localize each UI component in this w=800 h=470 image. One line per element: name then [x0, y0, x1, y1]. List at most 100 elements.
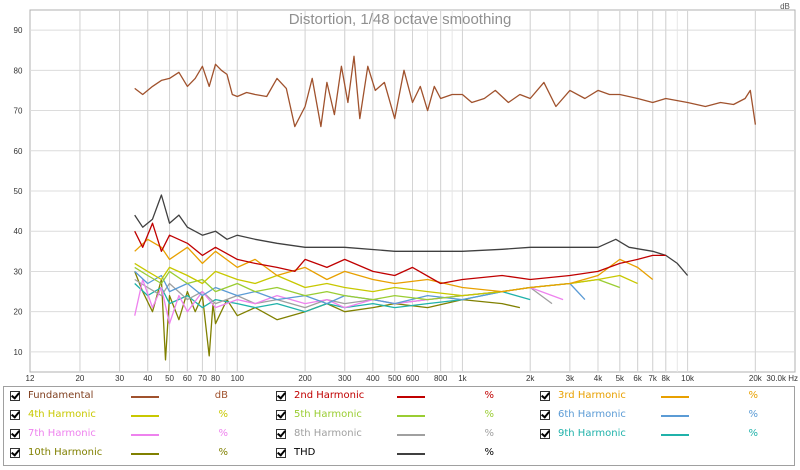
- y-tick-label: 70: [14, 107, 23, 116]
- x-tick-label: 20k: [749, 374, 763, 383]
- legend-checkbox-fundamental[interactable]: [10, 391, 20, 401]
- series-line-9th-harmonic: [134, 283, 531, 313]
- legend-unit: %: [484, 428, 494, 439]
- legend-unit: %: [218, 447, 228, 458]
- series-line-10th-harmonic: [134, 271, 521, 361]
- legend-item-9th-harmonic: 9th Harmonic%: [538, 427, 800, 445]
- x-tick-label: 800: [434, 374, 448, 383]
- legend-unit: %: [484, 447, 494, 458]
- x-tick-label: 30.0k Hz: [766, 374, 798, 383]
- legend-checkbox-4th-harmonic[interactable]: [10, 410, 20, 420]
- legend-item-2nd-harmonic: 2nd Harmonic%: [274, 389, 536, 407]
- y-axis-label: dB: [780, 2, 790, 11]
- legend-unit: %: [748, 409, 758, 420]
- y-tick-label: 50: [14, 187, 23, 196]
- legend-swatch: [131, 396, 159, 398]
- legend-label: 8th Harmonic: [294, 428, 362, 439]
- legend-label: Fundamental: [28, 390, 94, 401]
- legend-label: 7th Harmonic: [28, 428, 96, 439]
- y-tick-label: 80: [14, 66, 23, 75]
- legend: Fundamental dB 2nd Harmonic% 3rd Harmonic% 4…: [3, 386, 795, 466]
- series-lines: [134, 55, 757, 361]
- legend-unit: %: [218, 428, 228, 439]
- x-tick-label: 8k: [662, 374, 671, 383]
- legend-label: 9th Harmonic: [558, 428, 626, 439]
- series-line-3rd-harmonic: [134, 238, 654, 293]
- legend-checkbox-thd[interactable]: [276, 448, 286, 458]
- y-tick-label: 10: [14, 348, 23, 357]
- legend-swatch: [397, 434, 425, 436]
- series-line-2nd-harmonic: [134, 222, 666, 285]
- x-tick-label: 10k: [681, 374, 695, 383]
- legend-swatch: [131, 453, 159, 455]
- y-tick-label: 60: [14, 147, 23, 156]
- x-tick-label: 100: [231, 374, 245, 383]
- y-tick-label: 40: [14, 227, 23, 236]
- legend-item-thd: THD%: [274, 446, 536, 464]
- y-tick-label: 20: [14, 308, 23, 317]
- legend-swatch: [131, 434, 159, 436]
- x-tick-label: 2k: [526, 374, 535, 383]
- x-tick-label: 50: [165, 374, 174, 383]
- x-tick-label: 200: [298, 374, 312, 383]
- x-tick-label: 7k: [648, 374, 657, 383]
- x-tick-label: 12: [26, 374, 35, 383]
- legend-label: 5th Harmonic: [294, 409, 362, 420]
- legend-unit: %: [748, 390, 758, 401]
- legend-unit: %: [218, 409, 228, 420]
- x-tick-label: 400: [366, 374, 380, 383]
- x-tick-label: 40: [143, 374, 152, 383]
- legend-item-3rd-harmonic: 3rd Harmonic%: [538, 389, 800, 407]
- legend-label: 6th Harmonic: [558, 409, 626, 420]
- legend-unit: dB: [214, 390, 228, 401]
- legend-checkbox-10th-harmonic[interactable]: [10, 448, 20, 458]
- legend-label: 3rd Harmonic: [558, 390, 626, 401]
- legend-checkbox-8th-harmonic[interactable]: [276, 429, 286, 439]
- legend-label: THD: [294, 447, 316, 458]
- x-tick-label: 4k: [594, 374, 603, 383]
- x-tick-label: 1k: [458, 374, 467, 383]
- x-tick-label: 600: [406, 374, 420, 383]
- legend-item-5th-harmonic: 5th Harmonic%: [274, 408, 536, 426]
- legend-label: 10th Harmonic: [28, 447, 103, 458]
- legend-swatch: [661, 434, 689, 436]
- series-line-thd: [134, 194, 689, 276]
- legend-label: 2nd Harmonic: [294, 390, 365, 401]
- legend-item-6th-harmonic: 6th Harmonic%: [538, 408, 800, 426]
- x-tick-label: 30: [115, 374, 124, 383]
- chart-title: Distortion, 1/48 octave smoothing: [289, 11, 512, 28]
- legend-swatch: [397, 396, 425, 398]
- legend-checkbox-3rd-harmonic[interactable]: [540, 391, 550, 401]
- legend-checkbox-5th-harmonic[interactable]: [276, 410, 286, 420]
- legend-item-10th-harmonic: 10th Harmonic%: [8, 446, 270, 464]
- legend-swatch: [661, 396, 689, 398]
- legend-swatch: [397, 415, 425, 417]
- legend-checkbox-7th-harmonic[interactable]: [10, 429, 20, 439]
- legend-item-7th-harmonic: 7th Harmonic%: [8, 427, 270, 445]
- legend-checkbox-6th-harmonic[interactable]: [540, 410, 550, 420]
- distortion-chart: 10 20 30 40 50 60 70 80 90 12 20 30 40 50 60 70 80 100 200…: [14, 2, 798, 383]
- x-tick-label: 80: [211, 374, 220, 383]
- legend-item-4th-harmonic: 4th Harmonic%: [8, 408, 270, 426]
- grid: [30, 10, 795, 372]
- y-tick-label: 30: [14, 267, 23, 276]
- legend-swatch: [661, 415, 689, 417]
- axis-labels: 10 20 30 40 50 60 70 80 90 12 20 30 40 50 60 70 80 100 200…: [14, 26, 798, 383]
- x-tick-label: 6k: [633, 374, 642, 383]
- legend-checkbox-2nd-harmonic[interactable]: [276, 391, 286, 401]
- legend-swatch: [131, 415, 159, 417]
- x-tick-label: 60: [183, 374, 192, 383]
- legend-unit: %: [748, 428, 758, 439]
- legend-checkbox-9th-harmonic[interactable]: [540, 429, 550, 439]
- legend-item-fundamental: Fundamental dB: [8, 389, 270, 407]
- legend-unit: %: [484, 390, 494, 401]
- x-tick-label: 70: [198, 374, 207, 383]
- x-tick-label: 20: [75, 374, 84, 383]
- y-tick-label: 90: [14, 26, 23, 35]
- legend-label: 4th Harmonic: [28, 409, 96, 420]
- x-tick-label: 5k: [616, 374, 625, 383]
- legend-item-8th-harmonic: 8th Harmonic%: [274, 427, 536, 445]
- x-tick-label: 3k: [566, 374, 575, 383]
- legend-swatch: [397, 453, 425, 455]
- series-line-fundamental: [134, 55, 757, 128]
